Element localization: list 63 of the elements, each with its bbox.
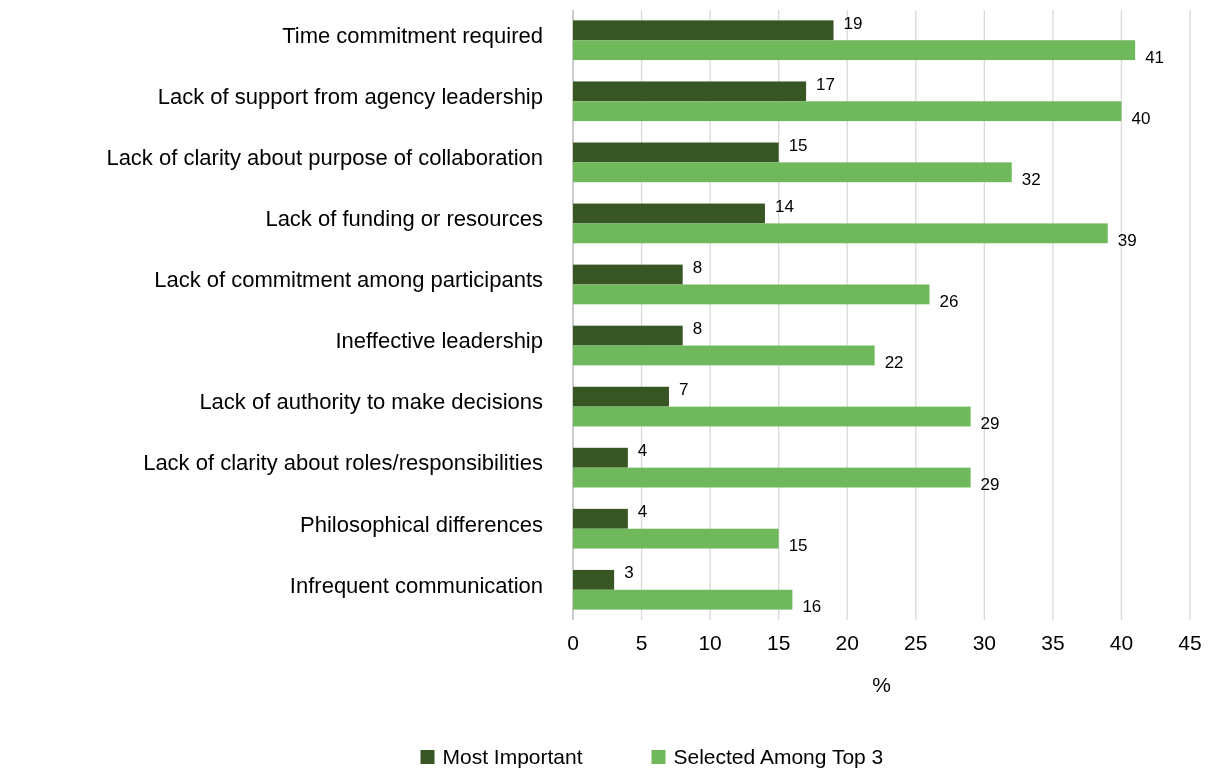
y-tick-label: Lack of clarity about roles/responsibilities	[143, 450, 543, 476]
data-label: 15	[788, 536, 808, 556]
data-label: 7	[678, 380, 689, 400]
data-label: 4	[637, 502, 648, 522]
x-tick-label: 10	[698, 631, 722, 654]
x-tick-label: 40	[1109, 631, 1134, 654]
bar	[573, 101, 1122, 122]
y-tick-label: Time commitment required	[282, 23, 543, 49]
data-label: 26	[939, 291, 959, 311]
data-label: 29	[980, 414, 1000, 433]
y-tick-label: Lack of clarity about purpose of collaboration	[106, 145, 543, 171]
legend-label: Most Important	[442, 745, 583, 768]
x-tick-label: 25	[904, 631, 928, 654]
data-label: 19	[843, 13, 863, 33]
y-tick-label: Lack of support from agency leadership	[157, 84, 543, 110]
bar	[573, 325, 683, 346]
bar	[573, 386, 669, 407]
y-tick-label: Lack of commitment among participants	[154, 267, 543, 293]
x-axis-title: %	[872, 673, 891, 696]
x-tick-label: 45	[1178, 631, 1202, 654]
y-tick-label: Philosophical differences	[300, 511, 543, 537]
x-tick-label: 15	[766, 631, 791, 654]
x-tick-label: 0	[567, 631, 579, 654]
x-tick-label: 30	[972, 631, 997, 654]
data-label: 14	[774, 196, 794, 216]
data-label: 40	[1131, 108, 1151, 128]
bar	[573, 203, 765, 224]
bar	[573, 589, 793, 610]
y-tick-label: Ineffective leadership	[335, 328, 543, 354]
bar	[573, 40, 1136, 61]
bar	[573, 264, 683, 285]
bar	[573, 406, 971, 427]
bar	[573, 508, 628, 529]
bar	[573, 345, 875, 366]
bar	[573, 467, 971, 488]
bar	[573, 528, 779, 549]
data-label: 8	[692, 319, 703, 339]
y-tick-label: Lack of authority to make decisions	[199, 389, 543, 415]
legend-label: Selected Among Top 3	[673, 745, 884, 768]
x-tick-label: 20	[835, 631, 859, 654]
y-tick-label: Infrequent communication	[289, 572, 543, 598]
data-label: 39	[1117, 230, 1137, 250]
bar	[573, 223, 1108, 244]
data-label: 22	[884, 352, 904, 372]
data-label: 4	[637, 441, 648, 461]
bar	[573, 162, 1012, 183]
bar	[573, 569, 615, 590]
data-label: 3	[624, 563, 634, 583]
x-tick-label: 35	[1041, 631, 1065, 654]
bar	[573, 142, 779, 163]
bar	[573, 81, 807, 102]
data-label: 32	[1021, 169, 1041, 189]
data-label: 15	[788, 135, 808, 155]
y-tick-label: Lack of funding or resources	[265, 206, 543, 232]
x-tick-label: 5	[635, 631, 648, 654]
bar	[573, 284, 930, 305]
bar	[573, 447, 628, 468]
data-label: 29	[980, 475, 1000, 495]
data-label: 17	[816, 74, 836, 94]
data-label: 8	[692, 258, 703, 278]
data-label: 41	[1145, 47, 1165, 67]
data-label: 16	[802, 597, 822, 617]
bar	[573, 20, 834, 41]
